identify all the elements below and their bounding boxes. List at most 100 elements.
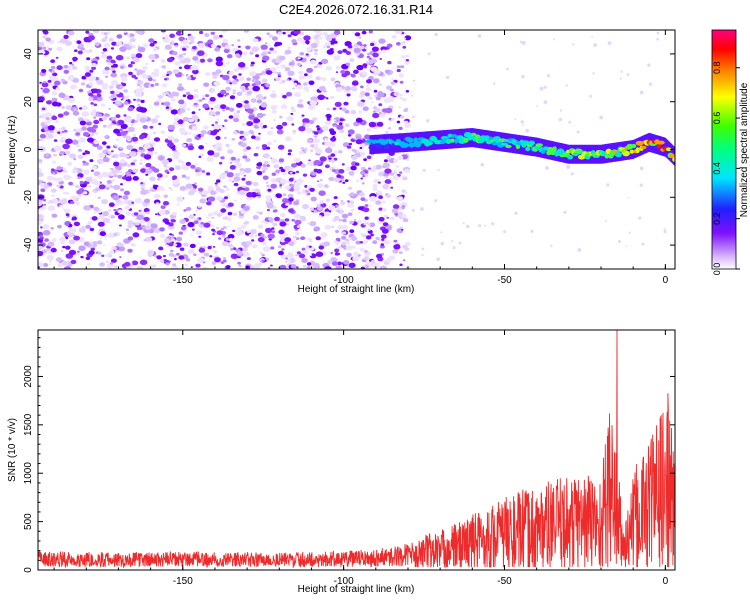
spectrum-noise-dot [88, 82, 94, 86]
spectrum-noise-dot [213, 146, 219, 150]
spectrum-noise-dot [265, 228, 270, 232]
spectrum-noise-dot [288, 61, 295, 67]
spectrum-noise-dot [254, 136, 261, 141]
spectrum-noise-dots [38, 30, 667, 269]
spectrum-noise-dot [287, 34, 292, 38]
spectrum-noise-dot [287, 46, 291, 49]
spectrum-noise-dot [290, 112, 294, 115]
spectrum-noise-dot [262, 241, 267, 246]
snr-x-ticks: -150 -100 -50 0 [53, 330, 669, 587]
spectrum-noise-dot [93, 116, 97, 119]
spectrum-noise-dot [393, 244, 401, 250]
spectrum-noise-dot [132, 176, 139, 181]
spectrum-noise-dot [167, 141, 174, 148]
spectrum-noise-dot [185, 183, 193, 189]
spectrum-noise-dot [48, 75, 57, 82]
spectrum-noise-dot [321, 77, 327, 82]
spectrum-noise-dot [289, 188, 295, 192]
spectrum-noise-dot [315, 148, 323, 154]
spectrum-noise-dot [222, 38, 228, 44]
spectrum-noise-dot [262, 153, 270, 159]
spectrum-noise-dot [330, 153, 336, 157]
spectrum-noise-dot [130, 44, 136, 49]
spectrum-noise-dot [398, 229, 403, 234]
spectrum-noise-dot [140, 182, 144, 185]
spectrum-noise-dot [338, 169, 345, 174]
spectrum-noise-dot [124, 116, 132, 123]
spectrum-noise-dot [212, 246, 216, 248]
spectrum-noise-dot [327, 205, 336, 211]
spectrum-noise-dot [198, 155, 202, 158]
signal-blob [535, 143, 543, 148]
spectrum-noise-dot [305, 190, 309, 193]
spectrum-noise-dot [51, 97, 58, 103]
spectrum-noise-dot [365, 222, 369, 225]
spectrum-noise-dot [140, 99, 145, 103]
spectrum-noise-dot [45, 117, 50, 120]
spectrum-noise-dot [182, 52, 187, 56]
spectrum-noise-dot [360, 85, 364, 89]
spectrum-noise-dot [334, 101, 342, 107]
spectrum-noise-dot [267, 188, 272, 192]
spectrum-faint-dot [445, 75, 450, 80]
spectrum-noise-dot [335, 243, 339, 246]
colorbar-gradient [711, 29, 737, 270]
spectrum-noise-dot [136, 69, 144, 75]
spectrum-faint-dot [607, 41, 612, 45]
spectrum-noise-dot [325, 113, 332, 119]
signal-blob [416, 140, 423, 145]
spectrum-noise-dot [254, 38, 259, 43]
spectrum-noise-dot [57, 263, 63, 268]
spectrum-faint-dot [628, 231, 631, 234]
spectrum-noise-dot [372, 187, 378, 192]
spectrum-noise-dot [262, 164, 267, 167]
spectrum-noise-dot [94, 181, 101, 186]
spectrum-noise-dot [176, 252, 180, 256]
spectrum-noise-dot [107, 208, 112, 213]
spectrum-noise-dot [163, 164, 168, 168]
spectrum-faint-dot [420, 207, 424, 211]
snr-series-line [38, 330, 675, 569]
spectrum-noise-dot [401, 189, 406, 193]
spectrum-noise-dot [284, 260, 288, 263]
spectrum-noise-dot [344, 123, 350, 127]
spectrum-noise-dot [215, 187, 222, 192]
spectrum-noise-dot [206, 172, 211, 176]
spectrum-noise-dot [244, 100, 249, 104]
signal-blob [669, 153, 675, 158]
spectrum-noise-dot [399, 171, 403, 174]
spectrum-noise-dot [266, 141, 272, 146]
spectrum-noise-dot [175, 55, 179, 58]
spectrum-noise-dot [56, 177, 63, 182]
spectrum-noise-dot [63, 64, 69, 69]
spectrum-noise-dot [228, 107, 235, 112]
spectrum-noise-dot [133, 98, 136, 101]
spectrum-noise-dot [326, 45, 331, 49]
spectrum-noise-dot [140, 87, 144, 91]
spectrum-noise-dot [360, 170, 366, 175]
spectrum-noise-dot [63, 111, 70, 116]
spectrum-noise-dot [260, 52, 266, 57]
spectrum-noise-dot [85, 30, 90, 34]
spectrum-noise-dot [366, 155, 372, 160]
spectrum-noise-dot [198, 99, 203, 102]
spectrum-noise-dot [229, 95, 236, 100]
spectrum-noise-dot [341, 163, 345, 166]
spectrum-noise-dot [119, 224, 122, 227]
spectrum-noise-dot [39, 234, 44, 238]
spectrum-noise-dot [64, 191, 69, 195]
spectrum-noise-dot [119, 128, 123, 132]
spectrum-noise-dot [257, 224, 264, 229]
spectrum-noise-dot [172, 263, 177, 267]
spectrum-noise-dot [335, 65, 341, 70]
spectrum-noise-dot [186, 94, 194, 100]
spectrum-noise-dot [193, 214, 196, 216]
spectrum-noise-dot [125, 211, 131, 216]
spectrum-noise-dot [353, 69, 359, 75]
spectrum-noise-dot [324, 141, 331, 146]
spectrum-noise-dot [219, 173, 227, 180]
spectrum-noise-dot [115, 114, 121, 118]
spectrum-noise-dot [337, 261, 342, 266]
spectrum-faint-dot [452, 246, 456, 250]
spectrum-noise-dot [316, 206, 324, 212]
